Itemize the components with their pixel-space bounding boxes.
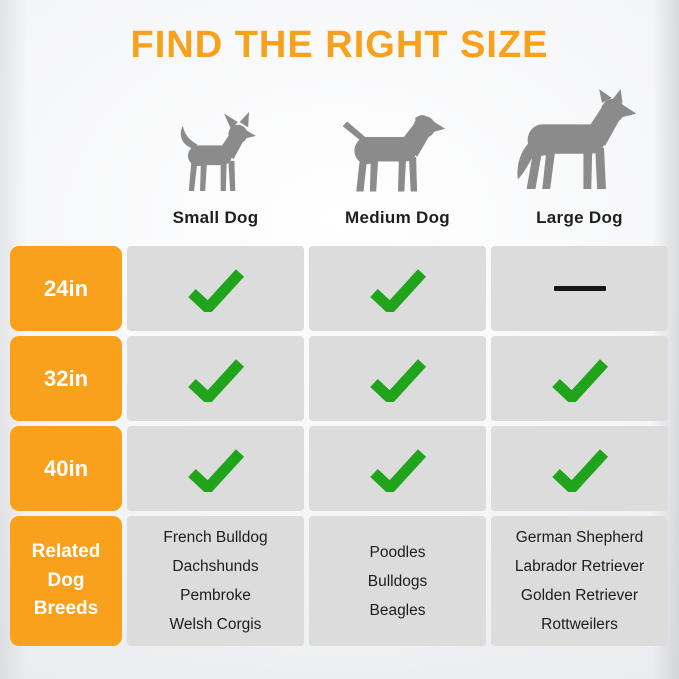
breed-name: Dachshunds — [172, 558, 259, 575]
labrador-silhouette-icon — [339, 106, 457, 197]
medium-dog-column: Medium Dog — [309, 84, 486, 228]
chihuahua-silhouette-icon — [168, 111, 263, 197]
small-dog-label: Small Dog — [172, 208, 259, 227]
dog-size-icons-row: Small Dog Medium Dog — [127, 84, 668, 228]
check-icon — [369, 266, 427, 312]
german-shepherd-silhouette-icon — [509, 89, 651, 197]
breed-name: Rottweilers — [541, 616, 618, 633]
cell-breeds-medium: Poodles Bulldogs Beagles — [309, 516, 486, 646]
row-header-related-breeds: Related Dog Breeds — [10, 516, 122, 646]
check-icon — [551, 446, 609, 492]
medium-dog-label: Medium Dog — [345, 208, 450, 227]
breed-name: French Bulldog — [163, 529, 268, 546]
check-icon — [551, 356, 609, 402]
breed-name: Labrador Retriever — [514, 558, 645, 575]
check-icon — [369, 446, 427, 492]
cell-24in-medium — [309, 246, 486, 331]
large-dog-label: Large Dog — [536, 208, 623, 227]
page-title: FIND THE RIGHT SIZE — [130, 24, 549, 66]
cell-24in-large — [491, 246, 668, 331]
row-header-40in: 40in — [10, 426, 122, 511]
small-dog-column: Small Dog — [127, 84, 304, 228]
check-icon — [369, 356, 427, 402]
cell-breeds-large: German Shepherd Labrador Retriever Golde… — [491, 516, 668, 646]
breed-name: Golden Retriever — [520, 587, 639, 604]
row-header-32in: 32in — [10, 336, 122, 421]
dash-icon — [553, 286, 606, 291]
breed-name: Pembroke — [180, 587, 251, 604]
cell-32in-small — [127, 336, 304, 421]
breed-name: German Shepherd — [515, 529, 644, 546]
breed-name: Beagles — [369, 601, 426, 619]
breed-name: Poodles — [369, 543, 426, 561]
cell-40in-small — [127, 426, 304, 511]
cell-24in-small — [127, 246, 304, 331]
cell-breeds-small: French Bulldog Dachshunds Pembroke Welsh… — [127, 516, 304, 646]
cell-40in-medium — [309, 426, 486, 511]
cell-32in-large — [491, 336, 668, 421]
breed-name: Bulldogs — [367, 572, 428, 590]
check-icon — [187, 356, 245, 402]
cell-40in-large — [491, 426, 668, 511]
check-icon — [187, 266, 245, 312]
cell-32in-medium — [309, 336, 486, 421]
breed-name: Welsh Corgis — [169, 616, 262, 633]
size-compatibility-table: 24in 32in 40in — [10, 246, 668, 646]
check-icon — [187, 446, 245, 492]
large-dog-column: Large Dog — [491, 84, 668, 228]
row-header-24in: 24in — [10, 246, 122, 331]
